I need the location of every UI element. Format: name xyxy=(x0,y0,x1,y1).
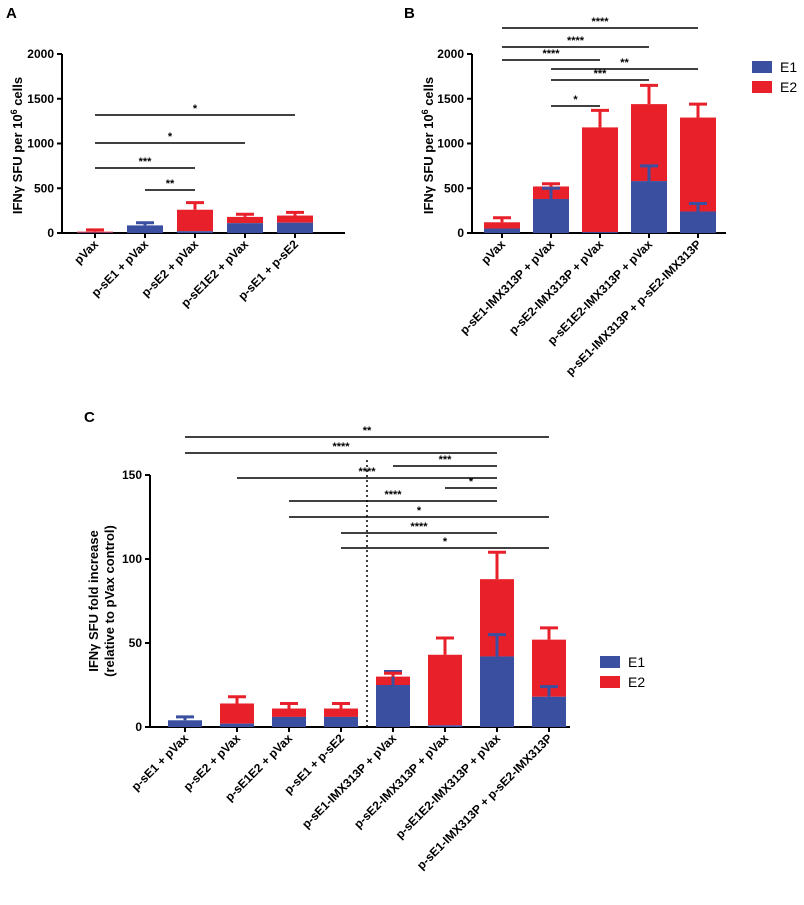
panel-b-significance-label: ** xyxy=(620,57,629,69)
panel-b-bar-e2 xyxy=(484,222,520,228)
panel-c-y-tick-label: 100 xyxy=(122,552,142,566)
panel-b-significance-label: * xyxy=(573,94,578,106)
panel-c-category-label: p-sE2-IMX313P + pVax xyxy=(351,731,451,831)
panel-c-bar-e2 xyxy=(272,709,306,717)
panel-c-bar-e1 xyxy=(376,685,410,727)
panel-a-category-label: pVax xyxy=(71,237,101,267)
panel-c-bar-e1 xyxy=(532,697,566,727)
panel-b-legend-label-e1: E1 xyxy=(780,59,797,75)
panel-c-bar-e1 xyxy=(220,724,254,727)
figure-canvas: A B C 0500100015002000IFNγ SFU per 106 c… xyxy=(0,0,804,905)
panel-c-bar-e1 xyxy=(272,717,306,727)
panel-b-bar-e2 xyxy=(680,118,716,212)
panel-c-letter: C xyxy=(84,409,95,426)
panel-a-chart: 0 500 1000 1500 2000 IFNγ SFU per 106 cells pV… xyxy=(9,47,345,310)
panel-c-significance-label: **** xyxy=(384,489,402,501)
panel-b-bar-e1 xyxy=(680,212,716,233)
panel-b-y-tick-label: 0 xyxy=(457,226,464,240)
panel-b-y-axis-label: IFNγ SFU per 106 cells xyxy=(420,77,436,214)
panel-c-bar-e1 xyxy=(428,725,462,727)
panel-c-legend-swatch-e2 xyxy=(600,676,620,688)
panel-b-bar-e2 xyxy=(582,127,618,232)
panel-c-significance-label: * xyxy=(417,505,422,517)
panel-b-category-label: p-sE1-IMX313P + pVax xyxy=(457,237,557,337)
panel-a-bar-e2 xyxy=(177,210,213,231)
panel-b-legend-swatch-e2 xyxy=(752,81,772,93)
panel-a-significance-label: *** xyxy=(139,156,153,168)
panel-c-bar-e2 xyxy=(324,709,358,717)
panel-b-significance-label: **** xyxy=(591,16,609,28)
panel-b-category-label: pVax xyxy=(478,237,508,267)
panel-b-y-tick-label: 500 xyxy=(444,181,464,195)
panel-a-bar-e2 xyxy=(227,217,263,223)
panel-b-bar-e1 xyxy=(484,229,520,233)
panel-c-significance-label: * xyxy=(469,476,474,488)
panel-c-legend-swatch-e1 xyxy=(600,656,620,668)
panel-c-significance-label: * xyxy=(443,536,448,548)
panel-b-y-axis-label-main: IFNγ SFU per 10 xyxy=(421,114,436,214)
panel-c-y-axis-label-line1: IFNγ SFU fold increase xyxy=(86,530,101,672)
panel-a-y-axis-label-main: IFNγ SFU per 10 xyxy=(10,114,25,214)
panel-b-y-tick-label: 1000 xyxy=(437,137,464,151)
panel-a-bar-e1 xyxy=(277,223,313,233)
panel-c-significance-label: ** xyxy=(363,425,372,437)
panel-c-bar-e1 xyxy=(480,656,514,727)
panel-c-y-tick-label: 50 xyxy=(129,636,143,650)
panel-c-bar-e1 xyxy=(324,717,358,727)
panel-b-y-tick-label: 1500 xyxy=(437,92,464,106)
panel-a-bar-e2 xyxy=(277,216,313,223)
panel-b-legend-swatch-e1 xyxy=(752,61,772,73)
panel-a-bar-e2 xyxy=(77,232,113,233)
panel-a-y-axis-label: IFNγ SFU per 106 cells xyxy=(9,77,25,214)
panel-c-significance-label: **** xyxy=(332,441,350,453)
panel-c-legend-label-e1: E1 xyxy=(628,654,645,670)
panel-a-y-tick-label: 0 xyxy=(47,226,54,240)
panel-a-y-tick-label: 1000 xyxy=(27,137,54,151)
panel-a-y-tick-label: 500 xyxy=(34,181,54,195)
panel-b-significance-label: *** xyxy=(594,68,608,80)
panel-a-bar-e1 xyxy=(177,231,213,233)
panel-c-category-label: p-sE1E2-IMX313P + pVax xyxy=(393,731,504,842)
panel-c-category-label: p-sE1-IMX313P + pVax xyxy=(299,731,399,831)
panel-a-significance-label: * xyxy=(193,103,198,115)
panel-c-legend-label-e2: E2 xyxy=(628,674,645,690)
panel-c-y-axis-label-line2: (relative to pVax control) xyxy=(102,525,117,677)
panel-c-significance-label: **** xyxy=(410,521,428,533)
panel-a-y-axis-label-tail: cells xyxy=(10,77,25,110)
panel-a-bar-e1 xyxy=(227,223,263,233)
panel-a-letter: A xyxy=(6,5,17,22)
panel-c-chart: 0 50 100 150 IFNγ SFU fold increase (relative… xyxy=(86,425,645,872)
panel-a-significance-label: ** xyxy=(166,178,175,190)
panel-b-chart: 0 500 1000 1500 2000 IFNγ SFU per 106 cells pV… xyxy=(420,16,797,378)
panel-a-y-tick-label: 2000 xyxy=(27,47,54,61)
panel-b-bar-e1 xyxy=(631,181,667,233)
panel-c-bar-e1 xyxy=(168,720,202,727)
panel-b-y-axis-label-tail: cells xyxy=(421,77,436,110)
panel-c-significance-label: **** xyxy=(358,466,376,478)
panel-a-y-tick-label: 1500 xyxy=(27,92,54,106)
panel-c-y-tick-label: 150 xyxy=(122,468,142,482)
panel-a-significance-label: * xyxy=(168,131,173,143)
panel-b-y-tick-label: 2000 xyxy=(437,47,464,61)
panel-b-significance-label: **** xyxy=(567,35,585,47)
panel-b-letter: B xyxy=(404,5,415,22)
panel-c-bar-e2 xyxy=(428,655,462,726)
panel-b-category-label: p-sE2-IMX313P + pVax xyxy=(506,237,606,337)
panel-c-bar-e2 xyxy=(220,703,254,723)
panel-c-significance-label: *** xyxy=(439,454,453,466)
panel-b-significance-label: **** xyxy=(542,48,560,60)
panel-b-legend-label-e2: E2 xyxy=(780,79,797,95)
panel-b-bar-e1 xyxy=(582,232,618,233)
panel-b-bar-e1 xyxy=(533,199,569,233)
panel-a-bar-e1 xyxy=(127,225,163,233)
panel-c-y-tick-label: 0 xyxy=(135,720,142,734)
